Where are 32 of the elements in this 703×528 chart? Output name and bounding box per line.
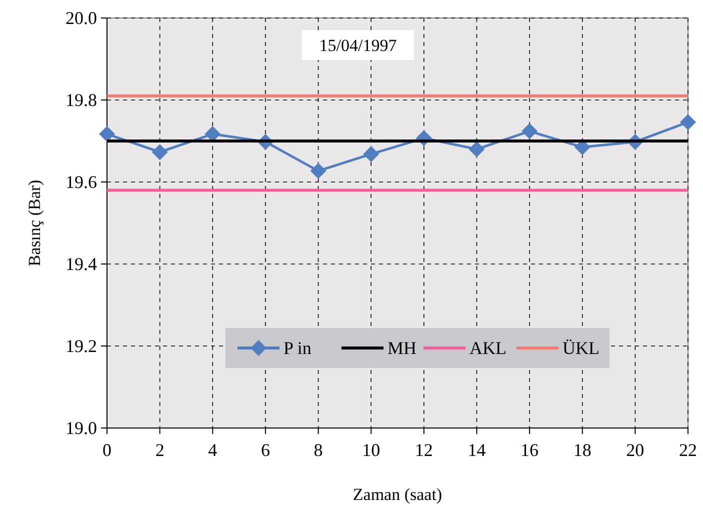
x-tick-label: 6 <box>260 440 270 460</box>
legend-label: AKL <box>470 338 506 358</box>
y-axis-title: Basınç (Bar) <box>25 180 44 266</box>
x-tick-label: 0 <box>102 440 112 460</box>
point <box>310 162 326 179</box>
x-tick-label: 4 <box>208 440 218 460</box>
y-tick-label: 19.6 <box>66 172 97 192</box>
text: 15/04/1997 <box>319 36 398 55</box>
x-tick-label: 16 <box>520 440 539 460</box>
point <box>152 144 168 160</box>
y-tick-label: 19.4 <box>66 254 97 274</box>
y-tick-label: 19.0 <box>66 418 97 438</box>
x-tick-label: 2 <box>155 440 164 460</box>
point <box>680 114 696 130</box>
x-tick-label: 10 <box>362 440 380 460</box>
x-tick-label: 12 <box>414 440 433 460</box>
point <box>99 126 115 142</box>
y-tick-label: 19.8 <box>66 90 97 110</box>
legend-label: ÜKL <box>562 338 600 358</box>
point <box>363 146 380 162</box>
legend-label: MH <box>388 338 417 358</box>
x-tick-label: 18 <box>573 440 592 460</box>
legend-label: P in <box>284 338 312 358</box>
x-tick-label: 22 <box>679 440 697 460</box>
y-tick-label: 20.0 <box>66 8 97 28</box>
y-tick-label: 19.2 <box>66 336 97 356</box>
point <box>522 123 538 140</box>
x-tick-label: 20 <box>626 440 644 460</box>
point <box>468 141 485 158</box>
x-tick-label: 14 <box>468 440 486 460</box>
x-axis-title: Zaman (saat) <box>352 485 442 504</box>
x-tick-label: 8 <box>314 440 323 460</box>
